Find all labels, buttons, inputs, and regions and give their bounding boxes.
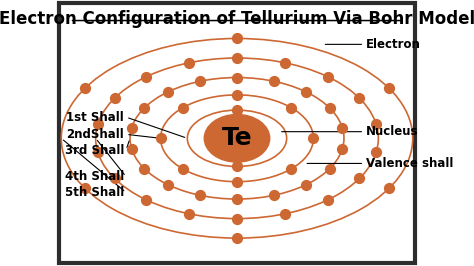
Point xyxy=(302,183,310,187)
Point xyxy=(81,86,89,90)
Point xyxy=(385,186,393,190)
Point xyxy=(282,61,289,65)
Point xyxy=(141,167,148,171)
Point xyxy=(287,167,295,171)
Point xyxy=(157,136,164,140)
Text: 4th Shall: 4th Shall xyxy=(65,170,124,183)
Text: 2ndShall: 2ndShall xyxy=(66,128,124,141)
Point xyxy=(141,106,148,110)
Point xyxy=(233,164,241,169)
Point xyxy=(324,75,332,79)
Point xyxy=(164,90,172,94)
Point xyxy=(81,186,89,190)
Point xyxy=(302,90,310,94)
Point xyxy=(111,176,118,181)
Text: 3rd Shall: 3rd Shall xyxy=(65,144,124,157)
Point xyxy=(282,212,289,216)
Text: 1st Shall: 1st Shall xyxy=(66,111,124,124)
Point xyxy=(179,167,187,171)
Point xyxy=(338,147,346,151)
Point xyxy=(233,108,241,112)
Point xyxy=(338,126,346,130)
Text: 5th Shall: 5th Shall xyxy=(65,186,124,199)
Point xyxy=(197,79,204,83)
Point xyxy=(310,136,317,140)
Point xyxy=(94,122,101,126)
Text: Electron Configuration of Tellurium Via Bohr Model: Electron Configuration of Tellurium Via … xyxy=(0,10,474,28)
Circle shape xyxy=(204,114,270,162)
Point xyxy=(164,183,172,187)
Point xyxy=(287,106,295,110)
Point xyxy=(197,193,204,198)
Point xyxy=(142,75,150,79)
Point xyxy=(324,198,332,202)
Point xyxy=(326,167,333,171)
Point xyxy=(233,217,241,221)
Point xyxy=(179,106,187,110)
Point xyxy=(111,96,118,100)
Text: Valence shall: Valence shall xyxy=(366,157,454,170)
Text: Electron: Electron xyxy=(366,38,421,51)
Point xyxy=(233,197,241,201)
Point xyxy=(326,106,333,110)
Point xyxy=(185,212,192,216)
Point xyxy=(128,126,136,130)
Point xyxy=(385,86,393,90)
Point xyxy=(128,147,136,151)
Point xyxy=(373,122,380,126)
Point xyxy=(270,79,277,83)
Point xyxy=(233,93,241,97)
Point xyxy=(94,150,101,154)
Text: Te: Te xyxy=(222,126,252,150)
Point xyxy=(356,96,363,100)
Point xyxy=(270,193,277,198)
Point xyxy=(373,150,380,154)
Point xyxy=(233,180,241,184)
Point xyxy=(233,36,241,41)
Text: Nucleus: Nucleus xyxy=(366,125,419,138)
Point xyxy=(356,176,363,181)
Point xyxy=(233,56,241,60)
Point xyxy=(233,236,241,240)
Point xyxy=(233,75,241,80)
Point xyxy=(142,198,150,202)
Point xyxy=(185,61,192,65)
